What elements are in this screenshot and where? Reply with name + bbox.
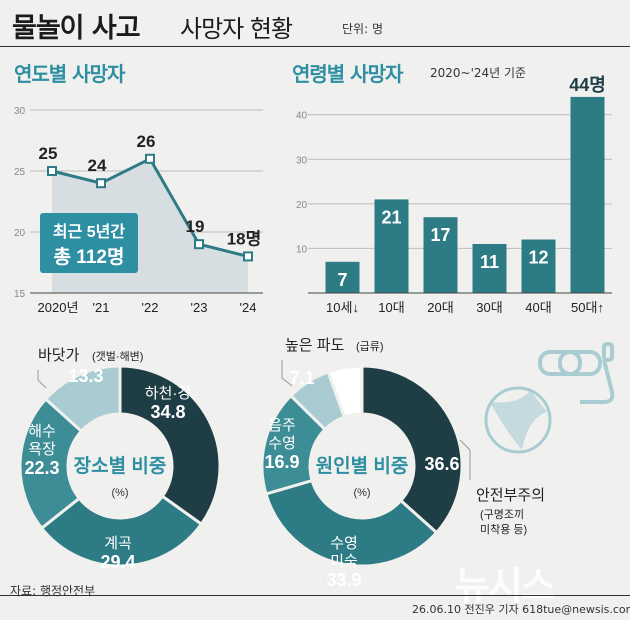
yearly-ytick-label: 20 — [14, 228, 26, 239]
age-data-label: 44명 — [569, 75, 606, 95]
donut-slice — [39, 494, 204, 568]
age-ytick-label: 30 — [296, 155, 308, 166]
yearly-section-title: 연도별 사망자 — [14, 62, 125, 86]
donut-slice-value: 36.6 — [424, 454, 459, 474]
yearly-point — [145, 153, 155, 164]
age-data-label: 11 — [480, 252, 499, 272]
donut-slice-label: 욕장 — [28, 441, 56, 458]
cause-callout-main: 안전부주의 — [476, 487, 545, 504]
donut-slice — [118, 364, 222, 527]
cause-callout-leader-1 — [281, 360, 293, 387]
cause-callout-label: 높은 파도 — [285, 337, 345, 354]
yearly-ytick-label: 30 — [14, 106, 26, 117]
age-x-label: 50대↑ — [571, 300, 604, 315]
age-ytick-label: 10 — [296, 244, 308, 255]
yearly-data-label: 19 — [186, 217, 205, 236]
cause-callout-note: (급류) — [356, 340, 384, 353]
donut-slice-value: 16.9 — [264, 452, 299, 472]
place-callout-note: (갯벌·해변) — [92, 349, 143, 363]
age-x-label: 10대 — [378, 300, 404, 315]
donut-slice-label: 해수 — [28, 423, 56, 440]
cause-callout-note-1: (구명조끼 — [480, 508, 524, 521]
age-data-label: 12 — [528, 248, 548, 268]
total-callout-box — [40, 213, 138, 273]
donut-slice-label: 하천·강 — [145, 385, 192, 402]
age-x-label: 10세↓ — [326, 300, 359, 315]
yearly-ytick-label: 25 — [14, 167, 26, 178]
donut-slice-label: 수영 — [268, 435, 296, 452]
newsis-watermark: 뉴시스 — [455, 564, 556, 608]
bottom-rule — [0, 595, 630, 596]
age-x-label: 20대 — [427, 300, 453, 315]
page-title: 물놀이 사고 — [12, 13, 141, 44]
age-ytick-label: 20 — [296, 200, 308, 211]
donut-slice-value: 13.3 — [68, 366, 103, 386]
age-bar — [472, 243, 507, 293]
donut-slice-value: 7.1 — [289, 368, 314, 388]
top-rule — [0, 46, 630, 47]
donut-slice-value: 34.8 — [150, 402, 185, 422]
donut-slice-value: 29.4 — [100, 552, 135, 572]
donut-center-unit: (%) — [111, 487, 128, 499]
yearly-data-label: 25 — [39, 144, 58, 163]
age-bar — [325, 261, 360, 293]
donut-slice — [43, 364, 122, 434]
unit-label: 단위: 명 — [342, 22, 383, 36]
yearly-x-label: '24 — [240, 300, 257, 315]
yearly-x-label: 2020년 — [38, 300, 79, 315]
page-subtitle: 사망자 현황 — [180, 15, 293, 43]
donut-slice-label: 수영 — [330, 535, 358, 552]
yearly-data-label: 26 — [137, 132, 156, 151]
credit-note: 26.06.10 전진우 기자 618tue@newsis.com — [412, 603, 630, 616]
age-bar — [521, 239, 556, 293]
donut-center-unit: (%) — [353, 487, 370, 499]
donut-slice-value: 33.9 — [326, 570, 361, 590]
donut-slice-label: 계곡 — [104, 535, 132, 552]
yearly-point — [243, 251, 253, 262]
yearly-x-label: '22 — [142, 300, 159, 315]
age-x-label: 30대 — [476, 300, 502, 315]
age-data-label: 17 — [430, 225, 450, 245]
donut-slice — [360, 364, 464, 535]
yearly-ytick-label: 15 — [14, 289, 26, 300]
donut-slice — [264, 478, 439, 568]
yearly-x-label: '21 — [93, 300, 110, 315]
age-bar — [570, 96, 605, 293]
age-x-label: 40대 — [525, 300, 551, 315]
yearly-x-label: '23 — [191, 300, 208, 315]
age-ytick-label: 40 — [296, 111, 308, 122]
age-bar — [423, 217, 458, 293]
yearly-point — [47, 166, 57, 176]
donut-slice-value: 22.3 — [24, 458, 59, 478]
yearly-data-label: 24 — [88, 156, 107, 175]
yearly-point — [96, 178, 106, 189]
source-note: 자료: 행정안전부 — [10, 584, 96, 598]
yearly-data-label: 18명 — [227, 229, 262, 248]
place-callout-leader — [37, 370, 47, 389]
total-callout-line2: 총 112명 — [54, 246, 125, 268]
age-data-label: 7 — [337, 270, 347, 290]
donut-slice-label: 미숙 — [330, 553, 358, 570]
donut-slice-label: 음주 — [268, 417, 296, 434]
age-section-title: 연령별 사망자 — [292, 62, 403, 86]
donut-slice — [326, 364, 364, 419]
total-callout-line1: 최근 5년간 — [53, 222, 126, 241]
age-basis-note: 2020~'24년 기준 — [430, 66, 527, 80]
donut-center-title: 원인별 비중 — [316, 455, 409, 477]
cause-callout-leader-2 — [459, 439, 471, 480]
yearly-point — [194, 239, 204, 250]
age-data-label: 21 — [381, 207, 401, 227]
place-callout-label: 바닷가 — [38, 347, 80, 364]
donut-center-title: 장소별 비중 — [74, 455, 167, 477]
age-bar — [374, 199, 409, 293]
cause-callout-note-2: 미착용 등) — [480, 523, 527, 536]
